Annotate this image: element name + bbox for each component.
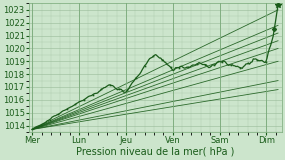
X-axis label: Pression niveau de la mer( hPa ): Pression niveau de la mer( hPa ): [76, 147, 234, 156]
